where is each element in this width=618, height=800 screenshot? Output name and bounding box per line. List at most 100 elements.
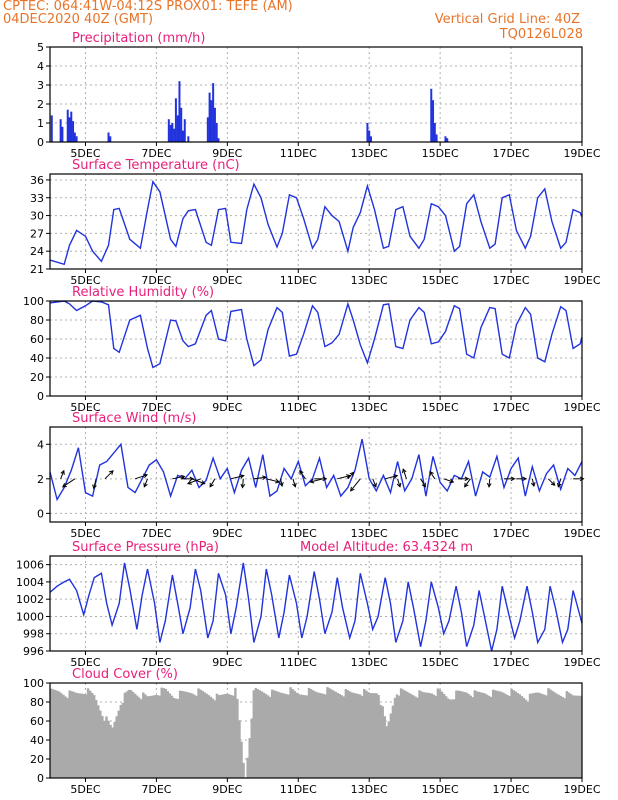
precip-bar — [107, 132, 110, 142]
y-tick-label: 0 — [37, 136, 44, 149]
y-tick-label: 5 — [37, 41, 44, 54]
cloud-column — [268, 696, 272, 778]
y-tick-label: 0 — [37, 772, 44, 785]
cloud-column — [162, 688, 165, 778]
wind-arrow-head — [209, 482, 214, 488]
precip-bar — [178, 81, 181, 142]
precip-bar — [208, 92, 211, 142]
cloud-column — [367, 692, 370, 778]
cloud-column — [461, 691, 464, 778]
precip-bar — [173, 128, 176, 142]
cloud-column — [532, 693, 536, 778]
cloud-column — [146, 696, 149, 778]
cloud-column — [553, 692, 556, 778]
cloud-column — [369, 693, 372, 778]
precip-bar — [109, 136, 112, 142]
cloud-column — [223, 694, 227, 778]
cloud-column — [109, 724, 112, 778]
cloud-column — [62, 694, 65, 778]
wind-arrow-head — [186, 480, 192, 485]
cloud-column — [489, 696, 493, 778]
cloud-column — [90, 692, 94, 778]
cloud-column — [262, 692, 266, 778]
cloud-column — [365, 690, 368, 778]
x-tick-label: 11DEC — [280, 783, 317, 796]
wind-arrow-head — [299, 469, 304, 475]
cloud-column — [95, 699, 98, 778]
cloud-column — [150, 695, 153, 778]
x-tick-label: 13DEC — [351, 147, 388, 160]
panel-title: Relative Humidity (%) — [72, 285, 214, 300]
wind-arrow-head — [396, 482, 402, 488]
cloud-column — [240, 741, 243, 778]
cloud-column — [579, 695, 583, 778]
precip-bar — [73, 132, 76, 142]
cloud-column — [283, 693, 286, 778]
cloud-column — [270, 689, 274, 778]
cloud-column — [438, 689, 442, 778]
precip-bar — [171, 123, 174, 142]
x-tick-label: 9DEC — [212, 656, 242, 669]
y-tick-label: 100 — [23, 677, 44, 690]
cloud-column — [297, 694, 301, 778]
cloud-column — [422, 692, 425, 778]
cloud-column — [291, 689, 294, 778]
cloud-column — [125, 691, 129, 778]
cloud-column — [403, 690, 407, 778]
cloud-column — [391, 705, 395, 778]
wind-arrow-head — [393, 474, 399, 479]
wind-arrow-head — [239, 474, 245, 479]
panel-frame — [49, 682, 583, 779]
wind-arrow — [134, 474, 148, 480]
y-tick-label: 27 — [30, 227, 44, 240]
cloud-column — [534, 692, 538, 778]
cloud-column — [551, 690, 554, 778]
y-tick-label: 100 — [23, 295, 44, 308]
wind-arrow-head — [143, 473, 149, 479]
cloud-column — [442, 693, 446, 778]
x-tick-label: 7DEC — [141, 147, 171, 160]
cloud-column — [123, 692, 127, 778]
cloud-column — [332, 690, 335, 778]
cloud-column — [352, 692, 356, 778]
wind-arrow — [420, 478, 426, 488]
precip-bar — [206, 117, 209, 142]
cloud-column — [318, 692, 321, 778]
cloud-column — [195, 695, 198, 778]
wind-arrow-head — [322, 476, 328, 482]
y-tick-label: 33 — [30, 192, 44, 205]
wind-arrow-head — [60, 469, 65, 475]
cloud-column — [504, 693, 507, 778]
precip-bar — [182, 130, 184, 142]
cloud-column — [180, 690, 184, 778]
wind-arrow — [60, 470, 65, 480]
cloud-column — [215, 693, 219, 778]
cloud-column — [305, 695, 309, 778]
cloud-column — [543, 694, 546, 778]
cloud-column — [219, 694, 223, 778]
cloud-column — [178, 690, 182, 778]
cloud-column — [502, 692, 505, 778]
x-tick-label: 15DEC — [422, 401, 459, 414]
cloud-column — [158, 695, 161, 778]
x-tick-label: 13DEC — [351, 274, 388, 287]
precip-bar — [215, 123, 218, 142]
wind-arrow-head — [429, 470, 434, 476]
precip-bar — [444, 136, 447, 142]
x-tick-label: 5DEC — [70, 783, 100, 796]
panel-title: Surface Temperature (nC) — [72, 158, 240, 173]
cloud-column — [172, 697, 176, 778]
wind-arrow-head — [372, 482, 377, 488]
x-tick-label: 9DEC — [212, 527, 242, 540]
cloud-column — [52, 689, 55, 778]
precip-bar — [217, 138, 220, 142]
wind-arrow — [337, 475, 351, 480]
cloud-column — [189, 692, 192, 778]
panel-annotation: Model Altitude: 63.4324 m — [300, 540, 473, 555]
precip-bar — [72, 121, 75, 142]
cloud-column — [207, 695, 210, 778]
wind-arrow — [531, 478, 535, 487]
cloud-column — [397, 695, 401, 778]
cloud-column — [187, 692, 190, 778]
wind-arrow — [292, 478, 296, 487]
